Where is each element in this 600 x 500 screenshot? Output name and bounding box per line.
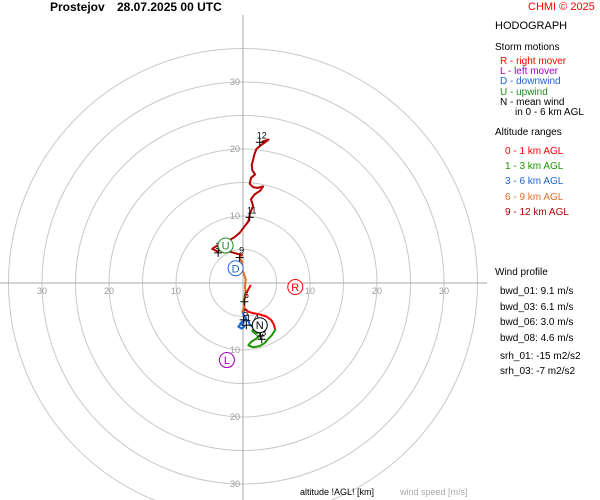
wind-profile-item: bwd_06: 3.0 m/s bbox=[500, 317, 574, 328]
series-line-4 bbox=[211, 138, 270, 256]
helicity-item: srh_01: -15 m2/s2 bbox=[500, 351, 581, 362]
credit-label: CHMI © 2025 bbox=[528, 1, 595, 13]
altitude-ranges-title: Altitude ranges bbox=[495, 127, 562, 138]
tick-label: 30 bbox=[37, 286, 47, 296]
tick-label: 20 bbox=[230, 412, 240, 422]
wind-profile-item: bwd_01: 9.1 m/s bbox=[500, 286, 574, 297]
tick-label: 30 bbox=[439, 286, 449, 296]
storm-motion-legend-item: U - upwind bbox=[500, 86, 548, 98]
tick-label: 10 bbox=[171, 286, 181, 296]
storm-marker-label: N bbox=[256, 320, 264, 332]
altitude-mark-label: 5 bbox=[243, 308, 248, 318]
station-name: Prostejov bbox=[50, 0, 105, 14]
storm-motion-legend-item: D - downwind bbox=[500, 76, 561, 88]
storm-marker-label: D bbox=[232, 263, 240, 275]
storm-motion-legend-item: L - left mover bbox=[500, 66, 558, 78]
tick-label: 10 bbox=[230, 211, 240, 221]
wind-profile-title: Wind profile bbox=[495, 267, 548, 278]
altitude-mark-label: 6 bbox=[244, 290, 249, 300]
altitude-range-legend-item: 1 - 3 km AGL bbox=[505, 161, 564, 173]
altitude-range-legend-item: 9 - 12 km AGL bbox=[505, 206, 569, 218]
tick-label: 30 bbox=[230, 77, 240, 87]
tick-label: 30 bbox=[230, 479, 240, 489]
storm-marker-circle bbox=[218, 352, 235, 369]
storm-marker-circle bbox=[251, 317, 268, 334]
storm-marker-circle bbox=[217, 237, 234, 254]
wind-profile-item: bwd_08: 4.6 m/s bbox=[500, 332, 574, 344]
storm-motion-markers: R L DU N bbox=[217, 237, 304, 369]
storm-motion-legend-item: N - mean wind bbox=[500, 96, 565, 108]
altitude-mark-label: 12 bbox=[257, 130, 267, 140]
tick-label: 10 bbox=[230, 345, 240, 355]
storm-marker-label: U bbox=[222, 240, 230, 252]
wind-profile-item: bwd_03: 6.1 m/s bbox=[500, 301, 574, 313]
series-line-2 bbox=[237, 310, 255, 330]
tick-label: 20 bbox=[372, 286, 382, 296]
sounding-datetime: 28.07.2025 00 UTC bbox=[117, 0, 222, 14]
storm-marker-circle bbox=[287, 279, 304, 296]
storm-marker-label: R bbox=[291, 282, 299, 294]
altitude-mark-label: 1 bbox=[246, 313, 251, 323]
tick-label: 20 bbox=[104, 286, 114, 296]
altitude-range-legend-item: 6 - 9 km AGL bbox=[505, 191, 564, 203]
altitude-mark-label: 11 bbox=[247, 205, 256, 215]
storm-motion-legend-item: R - right mover bbox=[500, 56, 567, 67]
altitude-mark-label: 9 bbox=[239, 246, 244, 256]
tick-label: 10 bbox=[305, 286, 315, 296]
storm-marker-circle bbox=[227, 260, 244, 277]
altitude-mark-label: 3 bbox=[261, 327, 266, 337]
panel-title: HODOGRAPH bbox=[495, 20, 568, 32]
altitude-range-legend-item: 3 - 6 km AGL bbox=[505, 176, 564, 188]
helicity-item: srh_03: -7 m2/s2 bbox=[500, 366, 576, 377]
wind-speed-unit-label: wind speed [m/s] bbox=[400, 487, 468, 497]
tick-label: 20 bbox=[230, 144, 240, 154]
storm-marker-label: L bbox=[224, 355, 230, 367]
series-line-1 bbox=[247, 326, 277, 349]
storm-motions-title: Storm motions bbox=[495, 42, 560, 53]
speed-tick-labels: 30 20 10 10 20 30 30 20 10 10 20 30 bbox=[37, 77, 449, 489]
altitude-unit-label: altitude !AGL! [km] bbox=[300, 487, 375, 497]
altitude-range-legend-item: 0 - 1 km AGL bbox=[505, 146, 564, 157]
altitude-marks: 1234569101112 bbox=[214, 130, 267, 344]
storm-motion-legend-item: in 0 - 6 km AGL bbox=[515, 107, 584, 118]
